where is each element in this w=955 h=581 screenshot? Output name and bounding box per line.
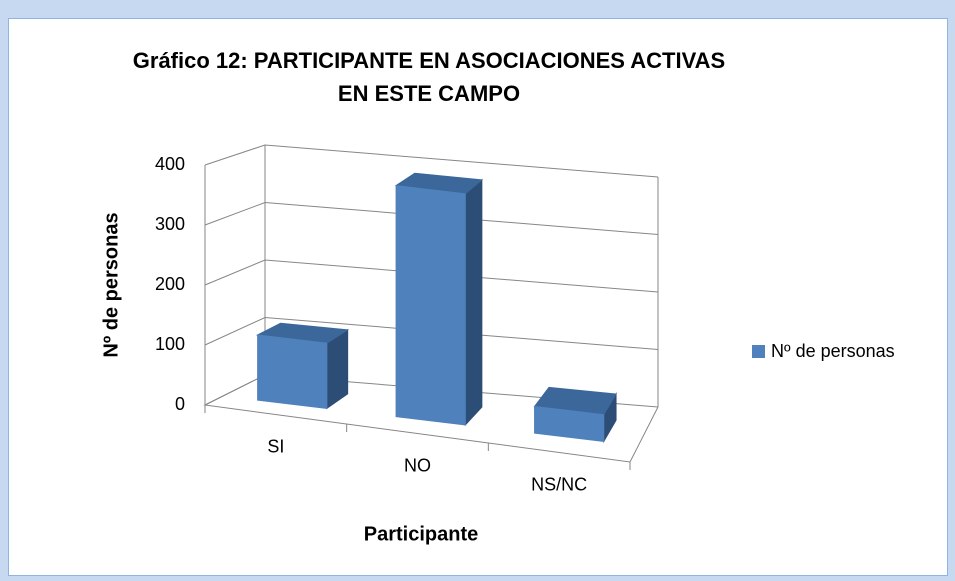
x-tick-label: NO: [404, 455, 431, 475]
bar: [394, 172, 484, 427]
y-tick-label: 100: [155, 334, 185, 354]
legend-label: Nº de personas: [771, 341, 895, 361]
bar-front: [534, 405, 605, 442]
bar: [533, 386, 617, 444]
bar-front: [257, 334, 328, 409]
y-tick-label: 400: [155, 154, 185, 174]
axis-line: [203, 374, 659, 463]
x-tick-label: SI: [267, 436, 284, 456]
y-axis-title: Nº de personas: [100, 212, 122, 357]
y-tick-label: 0: [175, 394, 185, 414]
bar-front: [395, 184, 466, 426]
legend-swatch: [752, 345, 765, 358]
bar-side: [464, 178, 483, 427]
bar: [255, 322, 350, 410]
chart-title: Gráfico 12: PARTICIPANTE EN ASOCIACIONES…: [132, 48, 726, 106]
x-tick-label: NS/NC: [531, 474, 587, 494]
y-tick-label: 200: [155, 274, 185, 294]
y-tick-label: 300: [155, 214, 185, 234]
x-axis-title: Participante: [364, 523, 478, 545]
grid-line: [204, 144, 659, 178]
